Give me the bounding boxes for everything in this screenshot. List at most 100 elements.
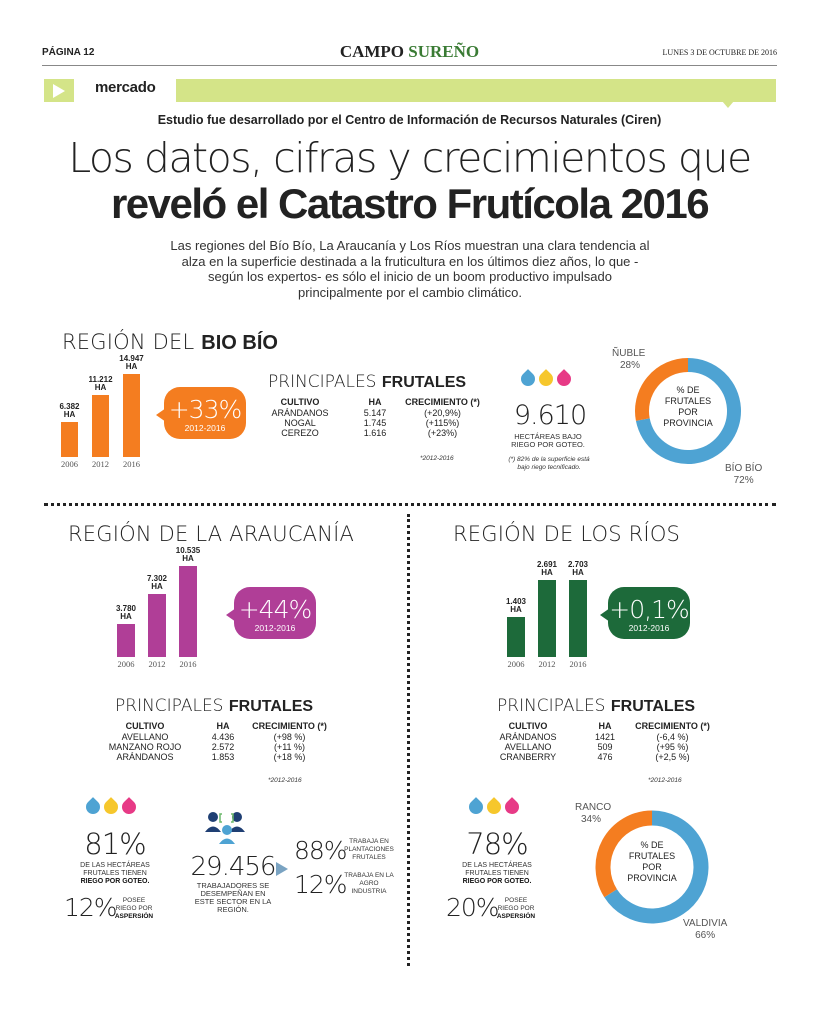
headline-line1: Los datos, cifras y crecimientos que — [68, 134, 752, 182]
table-cell: (+20,9%) — [424, 408, 461, 418]
araucania-goteo-text2: RIEGO POR GOTEO. — [80, 878, 150, 885]
losrios-bar-label-2012: 2.691 HA — [536, 560, 558, 577]
biobio-bar-label-2016: 14.947 HA — [119, 354, 144, 371]
araucania-bar-chart: 3.780 HA 2006 7.302 HA 2012 10.535 HA 2016 — [107, 545, 217, 670]
losrios-goteo-text2: RIEGO POR GOTEO. — [462, 878, 532, 885]
losrios-goteo-text1: DE LAS HECTÁREAS FRUTALES TIENEN — [462, 862, 532, 877]
donut-label-valdivia: VALDIVIA 66% — [683, 918, 727, 942]
araucania-bar-label-2016: 10.535 HA — [175, 546, 201, 563]
losrios-bar-label-2016: 2.703 HA — [567, 560, 589, 577]
donut-label-ranco: RANCO 34% — [575, 802, 611, 826]
header-rule — [42, 65, 777, 66]
araucania-w1-pct: 88% — [294, 836, 348, 865]
table-cell: CRANBERRY — [499, 752, 557, 762]
nuble-pct: 28% — [620, 360, 641, 371]
horizontal-dotted-divider — [44, 503, 776, 506]
losrios-table-header: CULTIVO HA CRECIMIENTO (*) — [488, 721, 728, 732]
nuble-name: ÑUBLE — [612, 348, 646, 359]
losrios-asp-pct: 20% — [446, 893, 500, 922]
donut-segment-bío-bío — [635, 358, 741, 464]
table-row: AVELLANO 4.436 (+98 %) — [100, 732, 345, 742]
biobio-table-header: CULTIVO HA CRECIMIENTO (*) — [270, 397, 490, 408]
section-band-tail — [722, 101, 734, 108]
table-row: ARÁNDANOS 1.853 (+18 %) — [100, 752, 345, 762]
table-cell: AVELLANO — [121, 732, 169, 742]
araucania-goteo-text1: DE LAS HECTÁREAS FRUTALES TIENEN — [80, 862, 150, 877]
lead-paragraph: Las regiones del Bío Bío, La Araucanía y… — [170, 238, 650, 300]
losrios-bar-label-2006: 1.403 HA — [505, 597, 527, 614]
biobio-prov-pct: 72% — [733, 475, 754, 486]
losrios-frutales-bold: FRUTALES — [610, 698, 696, 715]
losrios-asp-text: POSEE RIEGO POR ASPERSIÓN — [494, 897, 538, 921]
losrios-asp-text1: POSEE RIEGO POR — [497, 897, 535, 912]
drops-icon — [82, 790, 152, 830]
losrios-growth-pct: +0,1% — [609, 595, 689, 624]
table-cell: AVELLANO — [504, 742, 552, 752]
drops-icon — [517, 362, 587, 402]
col-crecimiento: CRECIMIENTO (*) — [405, 397, 480, 407]
table-cell: (-6,4 %) — [656, 732, 689, 742]
table-cell: 4.436 — [211, 732, 235, 742]
table-cell: 1.745 — [363, 418, 387, 428]
section-band — [176, 79, 776, 102]
biobio-irrigation-note: (*) 82% de la superficie está bajo riego… — [508, 456, 590, 471]
losrios-frutales-title: PRINCIPALES FRUTALES — [497, 696, 695, 716]
biobio-title-bold: BIO BÍO — [201, 332, 278, 354]
losrios-growth-period: 2012-2016 — [628, 623, 670, 633]
col-ha: HA — [216, 721, 230, 731]
losrios-goteo-pct: 78% — [466, 827, 528, 861]
biobio-bar-chart: 6.382 HA 2006 11.212 HA 2012 14.947 HA 2016 — [50, 350, 160, 470]
losrios-table-note: *2012-2016 — [648, 777, 682, 784]
kicker: Estudio fue desarrollado por el Centro d… — [157, 113, 662, 127]
araucania-goteo-text: DE LAS HECTÁREAS FRUTALES TIENEN RIEGO P… — [65, 862, 165, 886]
losrios-goteo-text: DE LAS HECTÁREAS FRUTALES TIENEN RIEGO P… — [447, 862, 547, 886]
biobio-bar-2006 — [61, 422, 78, 457]
table-cell: (+18 %) — [273, 752, 306, 762]
table-row: ARÁNDANOS 5.147 (+20,9%) — [270, 408, 490, 418]
araucania-title: REGIÓN DE LA ARAUCANÍA — [68, 522, 355, 546]
section-label: mercado — [95, 79, 156, 96]
table-cell: 1421 — [594, 732, 616, 742]
table-row: NOGAL 1.745 (+115%) — [270, 418, 490, 428]
araucania-frutales-light: PRINCIPALES — [115, 696, 229, 716]
masthead-part1: CAMPO — [339, 42, 409, 61]
losrios-bar-2012 — [538, 580, 556, 657]
col-cultivo: CULTIVO — [280, 397, 320, 407]
araucania-w1-text: TRABAJA EN PLANTACIONES FRUTALES — [344, 838, 394, 861]
masthead-part2: SUREÑO — [408, 42, 480, 61]
araucania-asp-text: POSEE RIEGO POR ASPERSIÓN — [112, 897, 156, 921]
donut-segment-ñuble — [635, 358, 689, 421]
araucania-w2-text: TRABAJA EN LA AGRO INDUSTRIA — [344, 872, 394, 895]
araucania-bar-2006 — [117, 624, 135, 657]
page-number: PÁGINA 12 — [42, 47, 95, 58]
araucania-growth-pct: +44% — [238, 595, 313, 624]
table-cell: 5.147 — [363, 408, 387, 418]
table-row: CEREZO 1.616 (+23%) — [270, 428, 490, 438]
biobio-bar-label-2012: 11.212 HA — [88, 375, 113, 392]
biobio-fruit-table: CULTIVO HA CRECIMIENTO (*) ARÁNDANOS 5.14… — [270, 397, 490, 462]
table-cell: 509 — [597, 742, 613, 752]
losrios-asp-text2: ASPERSIÓN — [496, 913, 536, 920]
biobio-title: REGIÓN DEL BIO BÍO — [62, 330, 278, 355]
losrios-bar-chart: 1.403 HA 2006 2.691 HA 2012 2.703 HA 2016 — [487, 545, 597, 670]
araucania-bar-label-2012: 7.302 HA — [146, 574, 168, 591]
araucania-asp-pct: 12% — [64, 893, 118, 922]
table-cell: 1.616 — [363, 428, 387, 438]
masthead: CAMPO SUREÑO — [0, 42, 819, 62]
table-cell: MANZANO ROJO — [108, 742, 182, 752]
araucania-fruit-table: CULTIVO HA CRECIMIENTO (*) AVELLANO 4.436… — [100, 721, 345, 784]
valdivia-pct: 66% — [695, 930, 716, 941]
biobio-year-2006: 2006 — [61, 459, 78, 469]
table-row: CRANBERRY 476 (+2,5 %) — [488, 752, 728, 762]
headline-line2: reveló el Catastro Frutícola 2016 — [110, 180, 710, 227]
donut-label-biobio: BÍO BÍO 72% — [725, 463, 762, 487]
table-cell: CEREZO — [281, 428, 319, 438]
araucania-workers: 29.456 — [190, 852, 277, 882]
biobio-prov-name: BÍO BÍO — [725, 463, 763, 474]
losrios-year-2006: 2006 — [507, 659, 525, 669]
araucania-asp-text2: ASPERSIÓN — [114, 913, 154, 920]
araucania-table-header: CULTIVO HA CRECIMIENTO (*) — [100, 721, 345, 732]
biobio-irrigation-value: 9.610 — [513, 400, 587, 431]
araucania-w2-pct: 12% — [294, 870, 348, 899]
araucania-year-2012: 2012 — [148, 659, 166, 669]
